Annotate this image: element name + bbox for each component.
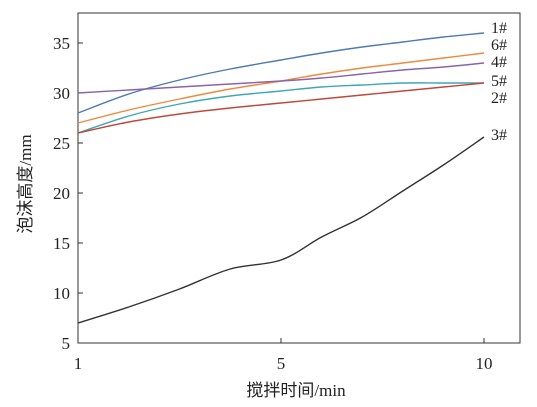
y-tick-label: 30 [53,84,70,103]
y-tick-label: 20 [53,184,70,203]
series-label-3: 3# [491,127,507,144]
series-layer [77,32,485,324]
series-label-1: 1# [491,20,507,37]
series-label-2: 2# [491,90,507,107]
series-label-5: 5# [491,73,507,90]
x-axis-title: 搅拌时间/min [246,381,346,400]
y-tick-label: 25 [53,134,70,153]
series-line-3 [77,136,485,324]
y-tick-label: 15 [53,234,70,253]
series-label-4: 4# [491,54,507,71]
series-line-1 [77,32,485,114]
series-line-5 [77,82,484,134]
y-tick-label: 5 [62,334,71,353]
series-label-6: 6# [491,37,507,54]
y-axis-title: 泡沫高度/mm [16,134,35,233]
x-tick-label: 10 [476,354,493,373]
series-line-2 [77,82,485,134]
series-line-6 [77,52,485,124]
series-label-layer: 1#6#4# 5#2# 3# [491,20,507,144]
x-tick-label: 1 [74,354,83,373]
series-line-4 [77,62,485,94]
y-tick-label: 10 [53,284,70,303]
y-tick-label: 35 [53,34,70,53]
plot-frame [77,12,521,344]
x-tick-label: 5 [277,354,286,373]
